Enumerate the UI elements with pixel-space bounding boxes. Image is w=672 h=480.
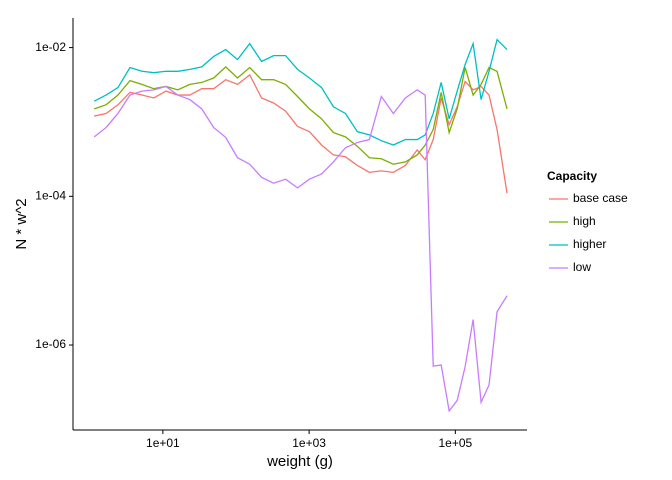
series-line	[93, 85, 508, 413]
legend-label: low	[573, 260, 591, 274]
series-line	[94, 73, 508, 194]
legend-title: Capacity	[547, 169, 597, 183]
series-line	[93, 66, 508, 165]
legend-label: high	[573, 214, 596, 228]
x-tick-label: 1e+03	[292, 436, 326, 450]
legend-label: higher	[573, 237, 606, 251]
y-axis-title: N * w^2	[13, 198, 30, 249]
y-tick-label: 1e-04	[35, 188, 66, 202]
y-tick-label: 1e-06	[35, 337, 66, 351]
x-tick-label: 1e+05	[438, 436, 472, 450]
legend-label: base case	[573, 191, 628, 205]
y-tick-label: 1e-02	[35, 40, 66, 54]
x-tick-label: 1e+01	[146, 436, 180, 450]
series-line	[93, 38, 508, 146]
x-axis-title: weight (g)	[266, 453, 333, 470]
